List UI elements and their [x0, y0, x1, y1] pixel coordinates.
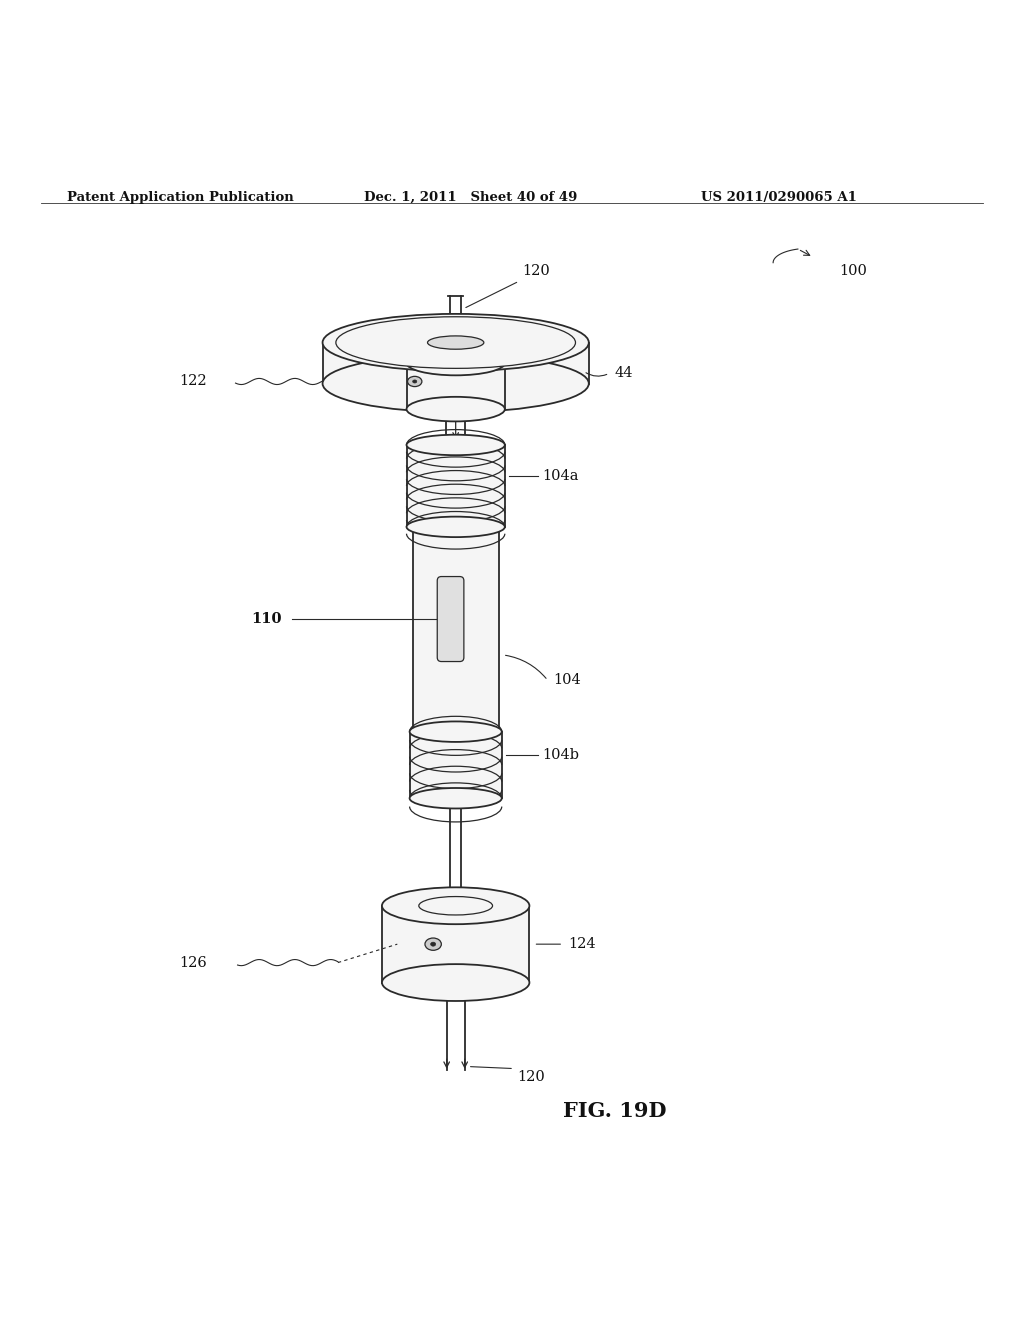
Text: 120: 120 [522, 264, 550, 279]
Ellipse shape [428, 335, 484, 350]
Text: US 2011/0290065 A1: US 2011/0290065 A1 [701, 191, 857, 205]
Ellipse shape [407, 397, 505, 421]
Bar [407, 445, 505, 527]
Text: 124: 124 [568, 937, 596, 952]
Ellipse shape [407, 434, 505, 455]
Ellipse shape [407, 351, 505, 375]
Ellipse shape [382, 964, 529, 1001]
Text: 104a: 104a [543, 469, 580, 483]
Ellipse shape [425, 939, 441, 950]
Text: Patent Application Publication: Patent Application Publication [67, 191, 293, 205]
Ellipse shape [323, 314, 589, 371]
Ellipse shape [419, 896, 493, 915]
Text: 122: 122 [179, 375, 207, 388]
Ellipse shape [336, 317, 575, 368]
Text: 44: 44 [614, 366, 633, 380]
FancyBboxPatch shape [437, 577, 464, 661]
Text: 104b: 104b [543, 747, 580, 762]
Ellipse shape [323, 355, 589, 412]
Text: 104: 104 [553, 673, 581, 688]
Ellipse shape [430, 942, 436, 946]
Bar [407, 363, 505, 409]
Ellipse shape [382, 887, 529, 924]
Text: FIG. 19D: FIG. 19D [562, 1101, 667, 1121]
Ellipse shape [407, 516, 505, 537]
Ellipse shape [413, 380, 417, 383]
Text: 110: 110 [251, 612, 282, 626]
Bar [323, 343, 589, 384]
Text: 120: 120 [517, 1069, 545, 1084]
Bar [382, 906, 529, 982]
Ellipse shape [410, 722, 502, 742]
Bar [410, 731, 502, 799]
Text: 100: 100 [840, 264, 867, 279]
Text: Dec. 1, 2011   Sheet 40 of 49: Dec. 1, 2011 Sheet 40 of 49 [364, 191, 577, 205]
Ellipse shape [410, 788, 502, 808]
Bar [413, 527, 499, 731]
Ellipse shape [408, 376, 422, 387]
Text: 126: 126 [179, 956, 207, 970]
